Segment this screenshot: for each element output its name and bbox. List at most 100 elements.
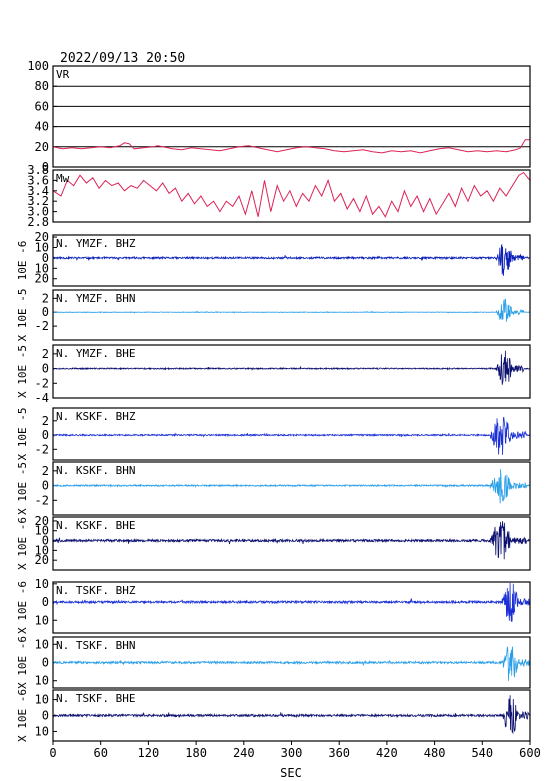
y-tick-label: 3.0 (27, 205, 49, 219)
panel-frame (52, 289, 531, 341)
y-tick-label: 2 (42, 464, 49, 478)
panel-label: N. YMZF. BHZ (56, 237, 136, 250)
y-tick-label: 10 (35, 261, 49, 275)
y-tick-label: 80 (35, 79, 49, 93)
panel-tskf-bhn: 10 0 10 X 10E -6 N. TSKF. BHN (16, 636, 531, 689)
y-tick-label: 10 (35, 524, 49, 538)
y-tick-label: 3.8 (27, 163, 49, 177)
panel-kskf-bhz: 20-2 X 10E -5 N. KSKF. BHZ (16, 407, 531, 461)
y-tick-label: 20 (35, 140, 49, 154)
x-tick-label: 360 (328, 746, 350, 760)
y-tick-label: 10 (35, 693, 49, 707)
y-tick-label: 60 (35, 99, 49, 113)
panel-label: VR (56, 68, 70, 81)
x-axis: 0 60 120 180 240 300 360 420 480 540 600 (49, 741, 541, 760)
panel-frame (52, 636, 531, 689)
series-line-ymzf-bhz (52, 243, 531, 276)
series-line-mw (52, 171, 531, 218)
y-tick-label: 10 (35, 674, 49, 688)
y-tick-label: 2 (42, 347, 49, 361)
y-tick-label: 0 (42, 428, 49, 442)
y-tick-label: -2 (35, 493, 49, 507)
y-axis-label: X 10E -6 (16, 689, 29, 742)
y-tick-label: -2 (35, 319, 49, 333)
y-tick-label: 10 (35, 543, 49, 557)
y-axis-label: 10E -6 (16, 241, 29, 281)
series-line-ymzf-bhe (52, 350, 531, 385)
series-line-kskf-bhe (52, 521, 530, 560)
x-tick-label: 120 (138, 746, 160, 760)
x-tick-label: 300 (281, 746, 303, 760)
series-line-tskf-bhn (52, 646, 531, 681)
panel-frame (52, 344, 531, 399)
figure-title: 2022/09/13 20:50 (60, 51, 185, 66)
y-tick-label: 2.8 (27, 215, 49, 229)
panel-frame (52, 169, 531, 223)
y-tick-label: 0 (42, 595, 49, 609)
panel-label: N. TSKF. BHZ (56, 584, 136, 597)
y-tick-label: 10 (35, 613, 49, 627)
y-tick-label: 20 (35, 272, 49, 286)
y-tick-label: 20 (35, 230, 49, 244)
panel-label: Mw (56, 172, 70, 185)
y-tick-label: 100 (27, 59, 49, 73)
x-tick-label: 60 (93, 746, 107, 760)
y-tick-label: 10 (35, 577, 49, 591)
panel-label: N. TSKF. BHN (56, 639, 135, 652)
y-tick-label: 0 (42, 534, 49, 548)
panel-label: N. KSKF. BHN (56, 464, 135, 477)
series-line-tskf-bhe (52, 695, 531, 735)
x-tick-label: 600 (519, 746, 541, 760)
y-axis-label: X 10E -6 (16, 581, 29, 634)
series-line-ymzf-bhn (52, 298, 530, 322)
panel-label: N. TSKF. BHE (56, 692, 135, 705)
y-axis-label: X 10E -6 (16, 517, 29, 570)
panel-label: N. KSKF. BHE (56, 519, 135, 532)
panel-frame (52, 65, 531, 168)
y-tick-label: 2 (42, 414, 49, 428)
x-tick-label: 420 (376, 746, 398, 760)
panel-label: N. YMZF. BHE (56, 347, 135, 360)
panel-frame (52, 516, 531, 571)
x-tick-label: 0 (49, 746, 56, 760)
y-tick-label: 0 (42, 479, 49, 493)
y-axis-label: X 10E -5 (16, 345, 29, 398)
y-axis-label: X 10E -6 (16, 636, 29, 689)
y-tick-label: 10 (35, 240, 49, 254)
x-tick-label: 480 (424, 746, 446, 760)
y-tick-label: 2 (42, 291, 49, 305)
y-tick-label: 10 (35, 724, 49, 738)
y-tick-label: 3.4 (27, 184, 49, 198)
panel-frame (52, 407, 531, 461)
y-tick-label: 0 (42, 305, 49, 319)
series-line-vr (52, 139, 530, 154)
panel-frame (52, 461, 531, 516)
y-axis-label: X 10E -5 (16, 462, 29, 515)
panel-ymzf-bhn: 20-2 X 10E -5 N. YMZF. BHN (16, 289, 531, 342)
y-axis-label: X 10E -5 (16, 289, 29, 342)
panel-label: N. YMZF. BHN (56, 292, 135, 305)
series-line-kskf-bhn (52, 469, 531, 504)
panel-frame (52, 581, 531, 634)
y-tick-label: -2 (35, 442, 49, 456)
y-tick-label: 0 (42, 656, 49, 670)
panel-kskf-bhn: 20-2 X 10E -5 N. KSKF. BHN (16, 461, 531, 516)
y-axis-label: X 10E -5 (16, 408, 29, 461)
panels: 020406080100VR2.83.03.23.43.63.8Mw201001… (16, 59, 531, 742)
y-tick-label: 20 (35, 514, 49, 528)
x-tick-label: 540 (471, 746, 493, 760)
y-tick-label: 0 (42, 160, 49, 174)
y-tick-label: 0 (42, 709, 49, 723)
x-axis-label: SEC (280, 766, 302, 780)
panel-frame (52, 234, 531, 287)
panel-label: N. KSKF. BHZ (56, 410, 136, 423)
y-tick-label: 0 (42, 251, 49, 265)
y-tick-label: -2 (35, 376, 49, 390)
y-tick-label: 0 (42, 362, 49, 376)
x-tick-label: 180 (185, 746, 207, 760)
y-tick-label: 3.2 (27, 194, 49, 208)
